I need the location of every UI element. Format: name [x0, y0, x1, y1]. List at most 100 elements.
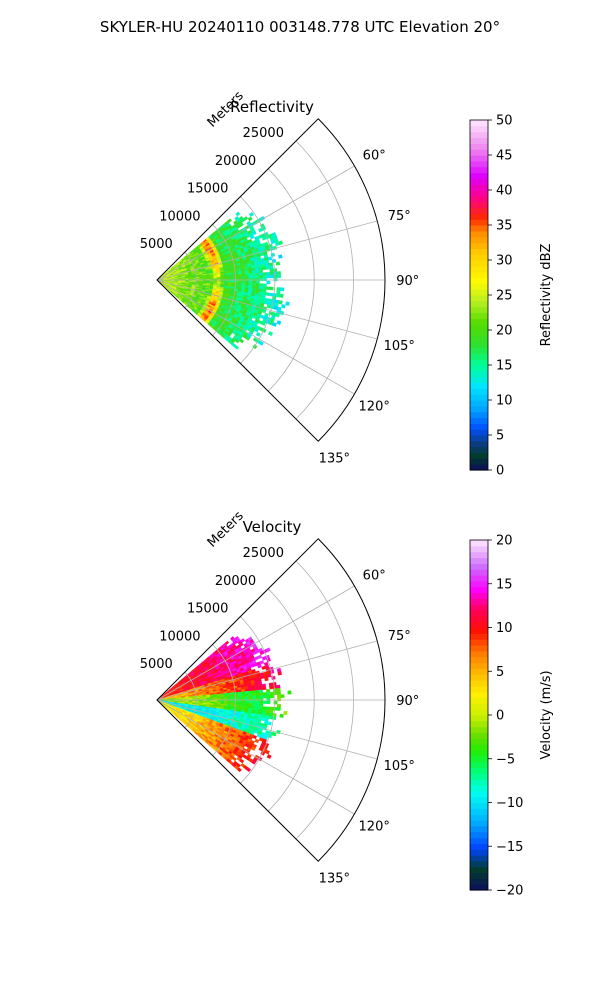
data-cell: [276, 687, 281, 692]
data-cell: [252, 734, 257, 740]
data-cell: [272, 322, 277, 327]
data-cell: [281, 304, 286, 309]
data-cell: [252, 705, 257, 709]
colorbar-segment: [470, 283, 488, 290]
colorbar-segment: [470, 149, 488, 156]
colorbar-segment: [470, 627, 488, 634]
data-cell: [244, 691, 249, 694]
data-cell: [254, 738, 260, 744]
colorbar-segment: [470, 155, 488, 162]
data-cell: [252, 692, 257, 696]
data-cell: [251, 687, 256, 692]
data-cell: [231, 276, 235, 279]
data-cell: [248, 278, 253, 281]
colorbar-segment: [470, 207, 488, 214]
colorbar-segment: [470, 120, 488, 127]
data-cell: [231, 280, 235, 283]
data-cell: [247, 216, 253, 222]
data-cell: [280, 287, 285, 292]
velocity-panel: Velocity Meters 5000 10000 15000 20000 25000…: [140, 508, 554, 898]
colorbar-segment: [470, 160, 488, 168]
data-cell: [273, 691, 278, 696]
data-cell: [227, 274, 232, 278]
colorbar-segment: [470, 545, 488, 553]
reflectivity-radial-ticks: 5000 10000 15000 20000 25000: [140, 126, 284, 252]
data-cell: [224, 276, 228, 279]
colorbar-segment: [470, 446, 488, 454]
data-cell: [279, 713, 284, 718]
colorbar-segment: [470, 802, 488, 809]
data-cell: [276, 320, 282, 325]
colorbar-segment: [470, 691, 488, 699]
data-cell: [258, 340, 264, 346]
data-cell: [283, 710, 288, 715]
colorbar-segment: [470, 271, 488, 279]
data-cell: [285, 301, 290, 306]
data-cell: [266, 286, 271, 291]
colorbar-segment: [470, 382, 488, 389]
colorbar-segment: [470, 190, 488, 197]
data-cell: [255, 687, 260, 691]
data-cell: [227, 280, 232, 283]
data-cell: [245, 700, 250, 704]
data-cell: [275, 312, 280, 318]
data-cell: [238, 273, 242, 277]
data-cell: [248, 273, 253, 277]
colorbar-segment: [470, 726, 488, 734]
radial-tick-label: 25000: [243, 546, 284, 561]
data-cell: [255, 690, 260, 694]
colorbar-segment: [470, 347, 488, 354]
angular-tick-label: 135°: [319, 871, 350, 886]
colorbar-segment: [470, 300, 488, 308]
data-cell: [223, 694, 228, 698]
data-cell: [262, 706, 267, 710]
data-cell: [259, 286, 264, 290]
colorbar-tick-label: 15: [496, 359, 513, 374]
colorbar-segment: [470, 744, 488, 751]
data-cell: [262, 686, 267, 690]
data-cell: [224, 280, 228, 283]
colorbar-segment: [470, 125, 488, 133]
colorbar-segment: [470, 633, 488, 640]
data-cell: [276, 684, 281, 689]
data-cell: [266, 700, 271, 705]
data-cell: [245, 275, 250, 279]
angular-tick-label: 90°: [396, 274, 419, 289]
colorbar-segment: [470, 242, 488, 249]
data-cell: [251, 267, 256, 272]
data-cell: [268, 292, 274, 297]
data-cell: [252, 275, 257, 279]
data-cell: [277, 671, 282, 676]
data-cell: [248, 211, 255, 217]
data-cell: [267, 673, 272, 678]
colorbar-segment: [470, 720, 488, 728]
colorbar-segment: [470, 872, 488, 879]
data-cell: [248, 693, 253, 697]
colorbar-segment: [470, 143, 488, 150]
colorbar-segment: [470, 656, 488, 664]
colorbar-segment: [470, 429, 488, 436]
data-cell: [276, 290, 281, 295]
data-cell: [262, 266, 267, 270]
colorbar-segment: [470, 843, 488, 850]
data-cell: [266, 691, 271, 696]
angular-tick-label: 75°: [388, 209, 411, 224]
angular-tick-label: 135°: [319, 451, 350, 466]
data-cell: [268, 331, 274, 337]
data-cell: [241, 700, 246, 704]
colorbar-segment: [470, 265, 488, 273]
colorbar-segment: [470, 172, 488, 179]
data-cell: [245, 698, 250, 701]
colorbar-segment: [470, 703, 488, 710]
data-cell: [238, 222, 244, 227]
colorbar-segment: [470, 779, 488, 786]
colorbar-segment: [470, 580, 488, 588]
angular-tick-label: 90°: [396, 694, 419, 709]
data-cell: [248, 700, 253, 704]
colorbar-segment: [470, 312, 488, 319]
colorbar-segment: [470, 732, 488, 739]
data-cell: [245, 702, 250, 706]
data-cell: [265, 266, 270, 270]
data-cell: [231, 700, 235, 703]
